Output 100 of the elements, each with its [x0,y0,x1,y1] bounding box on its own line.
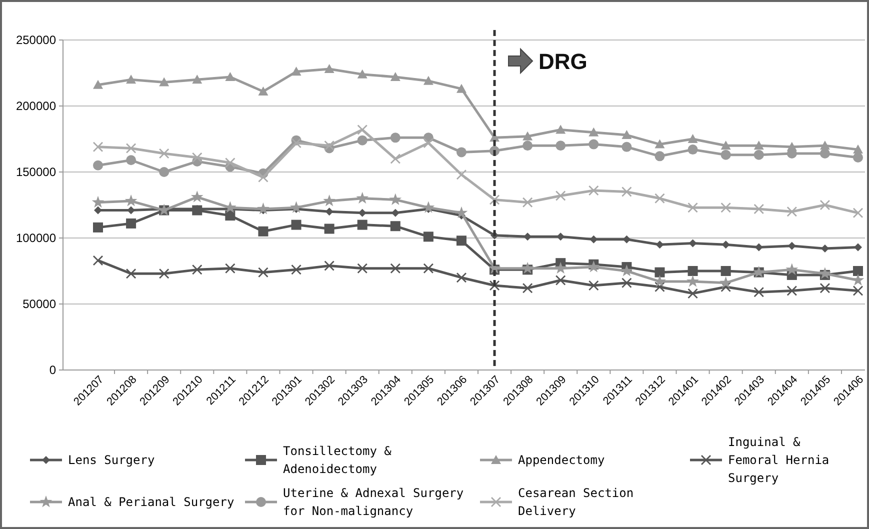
point [192,74,202,84]
point [720,266,731,276]
point [93,142,103,152]
point [688,266,698,276]
point [588,185,599,196]
point [324,140,334,151]
point [423,76,434,85]
point [159,167,170,177]
y-tick-label: 150000 [16,165,56,180]
point [159,148,170,159]
point [786,263,798,275]
point [357,135,368,146]
y-tick-label: 50000 [22,297,56,312]
point [820,283,830,294]
point [853,208,863,218]
point [588,139,599,150]
point [622,142,632,152]
point [356,192,369,204]
point [456,84,466,93]
point [455,206,468,218]
point [159,268,170,279]
point [291,138,302,148]
legend-label: Anal & Perianal Surgery [68,495,234,510]
point [291,220,302,230]
point [126,155,136,166]
point [853,152,863,162]
point [622,186,632,197]
point [654,151,665,162]
point [556,275,566,286]
point [192,205,202,216]
point [788,242,796,250]
point [654,193,665,204]
point [688,144,698,155]
point [853,266,863,276]
point [93,80,103,89]
point [357,263,368,274]
point [390,72,400,81]
point [323,194,336,206]
point [126,218,136,228]
point [556,124,566,134]
point [324,64,334,74]
point [522,140,533,151]
point [754,204,764,214]
point [820,140,830,150]
legend-label: Tonsillectomy & Adenoidectomy [283,444,392,476]
point [159,77,170,86]
point [688,239,697,248]
point [357,124,368,135]
point [556,232,565,241]
point [126,74,136,84]
point [291,66,302,76]
point [654,267,665,278]
point [556,140,566,151]
point [225,263,236,274]
point [490,194,500,205]
point [820,148,830,159]
point [686,275,699,287]
point [93,222,103,232]
point [722,240,730,249]
point [225,210,236,221]
point [92,196,104,208]
point [423,232,434,242]
point [754,287,764,298]
point [258,172,268,182]
point [786,206,797,217]
point [291,264,302,275]
point [126,143,136,154]
point [257,202,270,214]
point [720,202,731,213]
point [124,194,138,206]
point [620,264,633,276]
legend-label: Lens Surgery [68,453,155,468]
point [786,286,797,296]
point [389,193,402,205]
legend-label: Appendectomy [518,453,605,468]
point [190,190,204,202]
point [93,255,103,266]
point [225,72,236,81]
point [456,272,466,283]
point [127,206,136,214]
y-tick-label: 200000 [16,99,56,114]
point [754,243,763,252]
point [324,224,334,234]
point [423,263,434,274]
point [818,267,832,279]
point [126,268,136,279]
point [192,152,202,162]
point [357,220,368,230]
point [456,236,466,246]
point [854,243,862,252]
point [688,202,698,213]
point [390,154,400,164]
point [390,132,400,143]
point [820,200,830,210]
point [554,262,567,274]
point [853,286,863,296]
point [258,267,268,278]
point [853,144,863,154]
point [192,264,202,275]
y-tick-label: 0 [49,363,56,378]
